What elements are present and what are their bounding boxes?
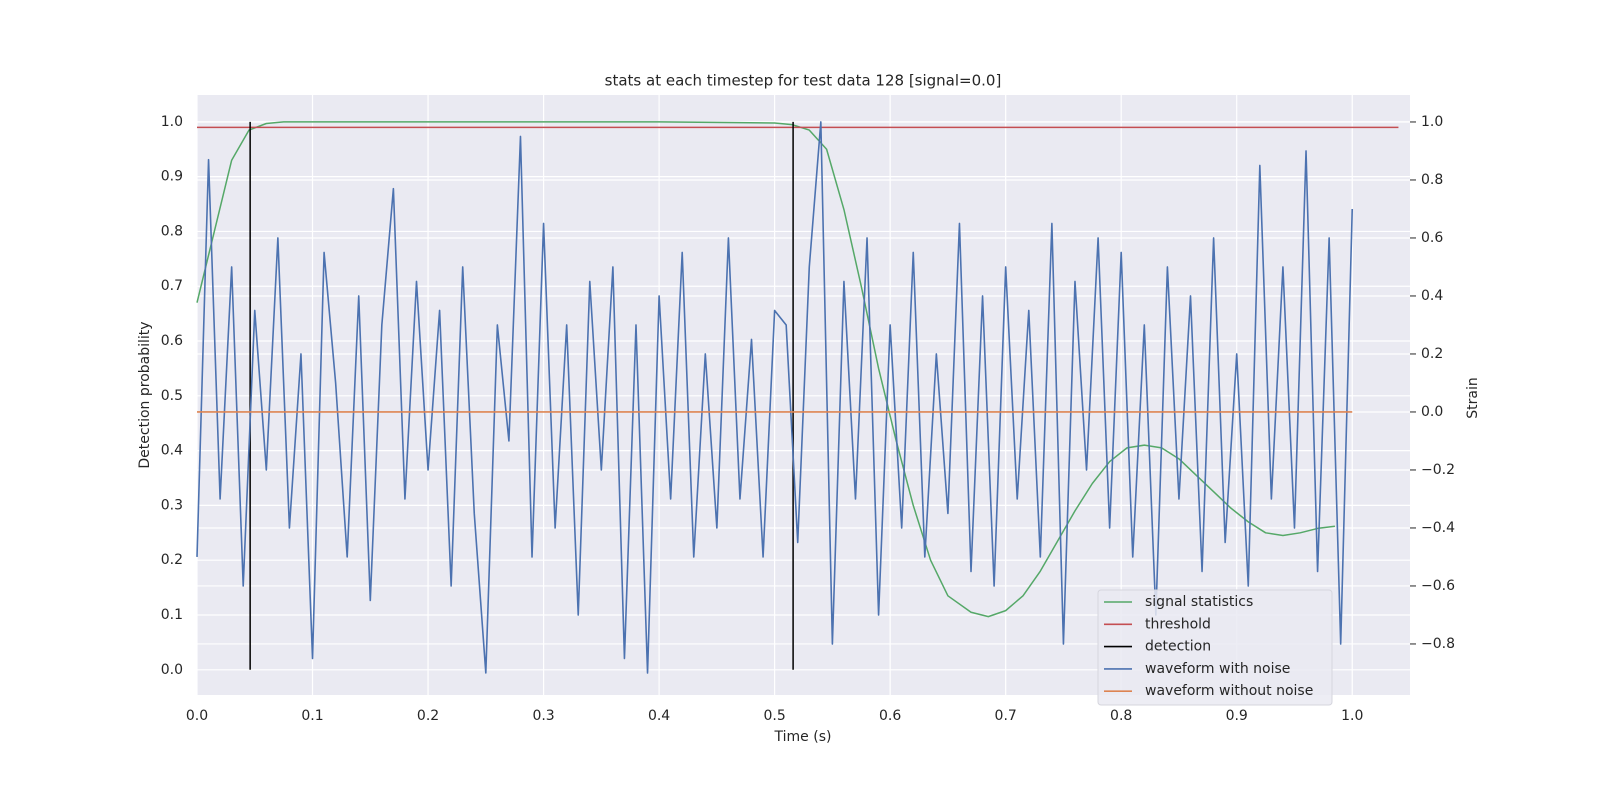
y-tick-label: 0.0: [161, 662, 183, 678]
y-tick-label: 0.5: [161, 388, 183, 404]
legend-label: waveform with noise: [1145, 661, 1290, 677]
y2-tick-label: 0.0: [1421, 404, 1443, 420]
y-tick-label: 0.2: [161, 552, 183, 568]
x-tick-label: 0.3: [532, 708, 554, 724]
y-tick-label: 0.8: [161, 223, 183, 239]
series-line: [249, 121, 794, 670]
legend: signal statistics threshold detection wavef…: [1097, 589, 1333, 706]
y2-tick-label: −0.2: [1421, 462, 1455, 478]
legend-label: detection: [1145, 639, 1211, 655]
y-tick-label: 0.1: [161, 607, 183, 623]
y-tick-label: 1.0: [161, 114, 183, 130]
legend-box: [1097, 589, 1333, 706]
grid: [196, 95, 1410, 695]
y2-tick-label: 0.6: [1421, 230, 1443, 246]
legend-label: signal statistics: [1145, 594, 1253, 610]
x-tick-label: 0.7: [995, 708, 1017, 724]
y2-tick-label: 0.8: [1421, 172, 1443, 188]
x-tick-label: 0.9: [1226, 708, 1248, 724]
x-axis-label: Time (s): [774, 729, 832, 745]
series-line: [196, 121, 1336, 618]
y-tick-label: 0.7: [161, 278, 183, 294]
y2-tick-label: 1.0: [1421, 114, 1443, 130]
series-line: [196, 121, 1354, 674]
legend-label: waveform without noise: [1145, 683, 1313, 699]
series: [196, 121, 1399, 674]
y2-tick-label: 0.2: [1421, 346, 1443, 362]
x-tick-label: 0.8: [1110, 708, 1132, 724]
y2-axis-label: Strain: [1465, 377, 1481, 418]
y-tick-label: 0.6: [161, 333, 183, 349]
x-tick-label: 0.6: [879, 708, 901, 724]
y2-tick-label: −0.6: [1421, 578, 1455, 594]
x-tick-label: 0.0: [186, 708, 208, 724]
y-tick-label: 0.3: [161, 497, 183, 513]
legend-label: threshold: [1145, 616, 1211, 632]
y2-tick-label: −0.8: [1421, 636, 1455, 652]
chart-title: stats at each timestep for test data 128…: [605, 72, 1002, 90]
axes: 0.0 0.1 0.2 0.3 0.4 0.5 0.6 0.7 0.8 0.9 1.0 0.0 0.1 0…: [161, 114, 1455, 724]
y-axis-label: Detection probability: [137, 321, 153, 468]
x-tick-label: 0.4: [648, 708, 670, 724]
x-tick-label: 0.1: [301, 708, 323, 724]
x-tick-label: 0.5: [763, 708, 785, 724]
x-tick-label: 0.2: [417, 708, 439, 724]
y-tick-label: 0.4: [161, 443, 183, 459]
y-tick-label: 0.9: [161, 169, 183, 185]
x-tick-label: 1.0: [1341, 708, 1363, 724]
y2-tick-label: −0.4: [1421, 520, 1455, 536]
y2-tick-label: 0.4: [1421, 288, 1443, 304]
